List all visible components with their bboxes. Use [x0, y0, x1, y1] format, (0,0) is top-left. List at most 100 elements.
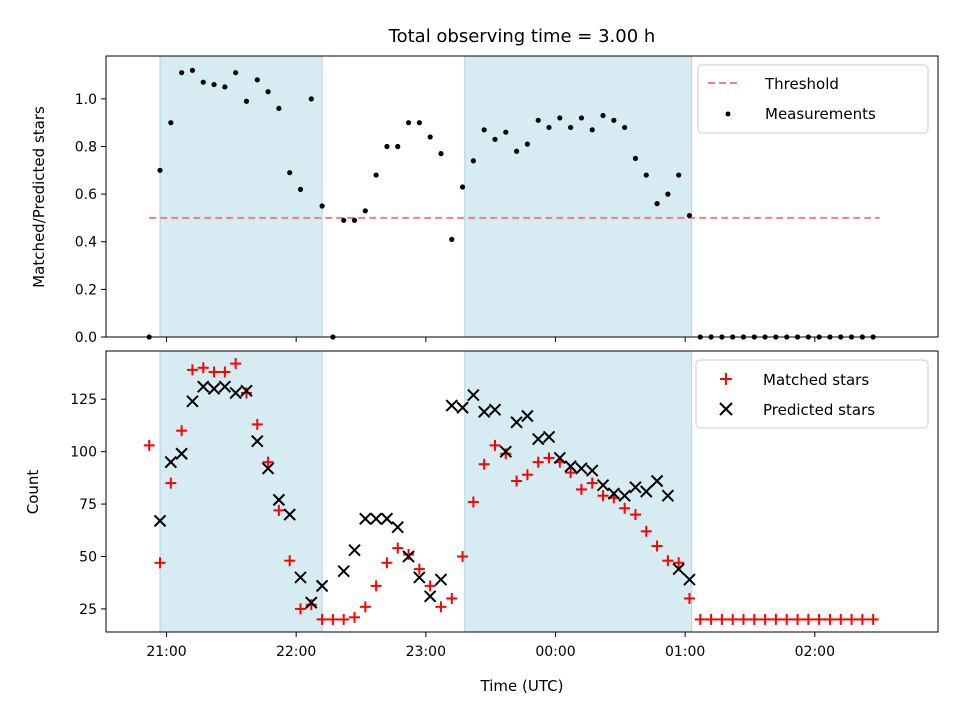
predicted-star-point [315, 579, 329, 593]
measurement-point [189, 67, 196, 73]
predicted-star-point [521, 409, 534, 423]
matched-star-point [208, 366, 220, 378]
measurement-point [513, 148, 520, 154]
measurement-point [395, 143, 401, 150]
measurement-point [557, 115, 563, 121]
measurement-point [676, 172, 682, 178]
matched-star-point [565, 467, 577, 479]
matched-star-point [467, 496, 479, 508]
predicted-star-point [261, 462, 275, 475]
measurement-point [568, 124, 574, 131]
legend-predicted-label: Predicted stars [763, 401, 875, 419]
measurement-point [265, 89, 271, 95]
matched-star-point [597, 490, 609, 502]
measurement-point [589, 127, 595, 133]
observing-interval-shade [464, 350, 693, 633]
predicted-star-point [532, 432, 545, 446]
measurement-point [546, 124, 552, 131]
matched-star-point [273, 504, 285, 516]
measurement-point [459, 184, 466, 190]
predicted-star-point [586, 464, 599, 477]
predicted-star-point [607, 487, 621, 500]
measurement-point [632, 155, 639, 161]
matched-star-point [619, 502, 631, 514]
measurement-point [470, 158, 476, 164]
matched-star-point [813, 613, 825, 625]
predicted-legend-swatch [719, 402, 733, 416]
predicted-star-point [283, 508, 296, 521]
y-tick-label: 1.0 [75, 92, 97, 108]
matched-star-point [781, 613, 793, 625]
matched-stars-points [143, 358, 879, 625]
measurement-point [524, 141, 531, 147]
predicted-star-point [369, 512, 383, 525]
matched-star-point [370, 580, 382, 592]
measurement-point [308, 96, 314, 102]
predicted-star-point [186, 395, 199, 408]
top-x-ticks [166, 337, 816, 342]
bottom-y-axis-label: Count [24, 470, 42, 515]
matched-star-point [381, 557, 393, 569]
matched-star-point [262, 456, 274, 468]
predicted-star-point [596, 479, 610, 492]
predicted-star-point [423, 590, 437, 603]
bottom-axes-frame [105, 350, 939, 633]
matched-star-point [629, 509, 641, 521]
predicted-star-point [510, 416, 523, 429]
x-tick-label: 02:00 [795, 644, 835, 660]
predicted-star-point [391, 520, 404, 534]
y-tick-label: 25 [79, 602, 97, 618]
measurement-point [233, 70, 239, 76]
matched-star-point [846, 613, 858, 625]
matched-star-point [457, 551, 469, 563]
matched-star-point [694, 613, 706, 625]
predicted-star-point [337, 564, 350, 578]
measurement-point [449, 236, 455, 242]
predicted-star-point [251, 434, 264, 448]
matched-star-point [403, 548, 415, 560]
measurement-point [276, 105, 282, 111]
matched-star-point [511, 475, 523, 487]
matched-star-point [716, 613, 728, 625]
matched-star-point [349, 611, 361, 623]
matched-star-point [727, 613, 739, 625]
measurement-point [405, 120, 412, 126]
y-tick-label: 0.2 [75, 282, 97, 298]
measurement-point [319, 203, 325, 209]
top-y-axis-label: Matched/Predicted stars [30, 106, 48, 288]
x-axis-label: Time (UTC) [480, 677, 564, 695]
legend-measurements-label: Measurements [765, 105, 876, 123]
predicted-star-point [402, 550, 415, 563]
predicted-star-point [207, 382, 221, 395]
predicted-star-point [542, 430, 556, 444]
x-tick-label: 23:00 [406, 644, 446, 660]
matched-star-point [532, 456, 544, 468]
matched-star-point [759, 613, 771, 625]
matched-star-point [435, 601, 447, 613]
matched-star-point [651, 540, 663, 552]
predicted-star-point [499, 445, 512, 458]
measurement-point [179, 70, 185, 76]
measurement-point [243, 98, 250, 104]
y-tick-label: 100 [70, 445, 97, 461]
y-tick-label: 125 [70, 392, 97, 408]
measurement-point [427, 134, 433, 140]
observing-interval-shade [464, 55, 693, 338]
top-axes-frame [105, 55, 939, 338]
matched-legend-swatch [720, 373, 732, 385]
matched-star-point [835, 613, 847, 625]
measurements-legend-swatch [725, 111, 731, 117]
matched-star-point [327, 613, 339, 625]
matched-star-point [165, 477, 177, 489]
matched-star-point [316, 613, 328, 625]
predicted-star-point [272, 493, 286, 507]
predicted-star-point [477, 405, 491, 419]
matched-star-point [240, 387, 252, 399]
matched-star-point [543, 452, 555, 464]
predicted-star-point [618, 489, 631, 502]
measurement-point [643, 172, 649, 178]
legend-matched-label: Matched stars [763, 371, 869, 389]
measurement-point [362, 208, 368, 214]
predicted-star-point [575, 462, 588, 475]
matched-star-point [802, 613, 814, 625]
